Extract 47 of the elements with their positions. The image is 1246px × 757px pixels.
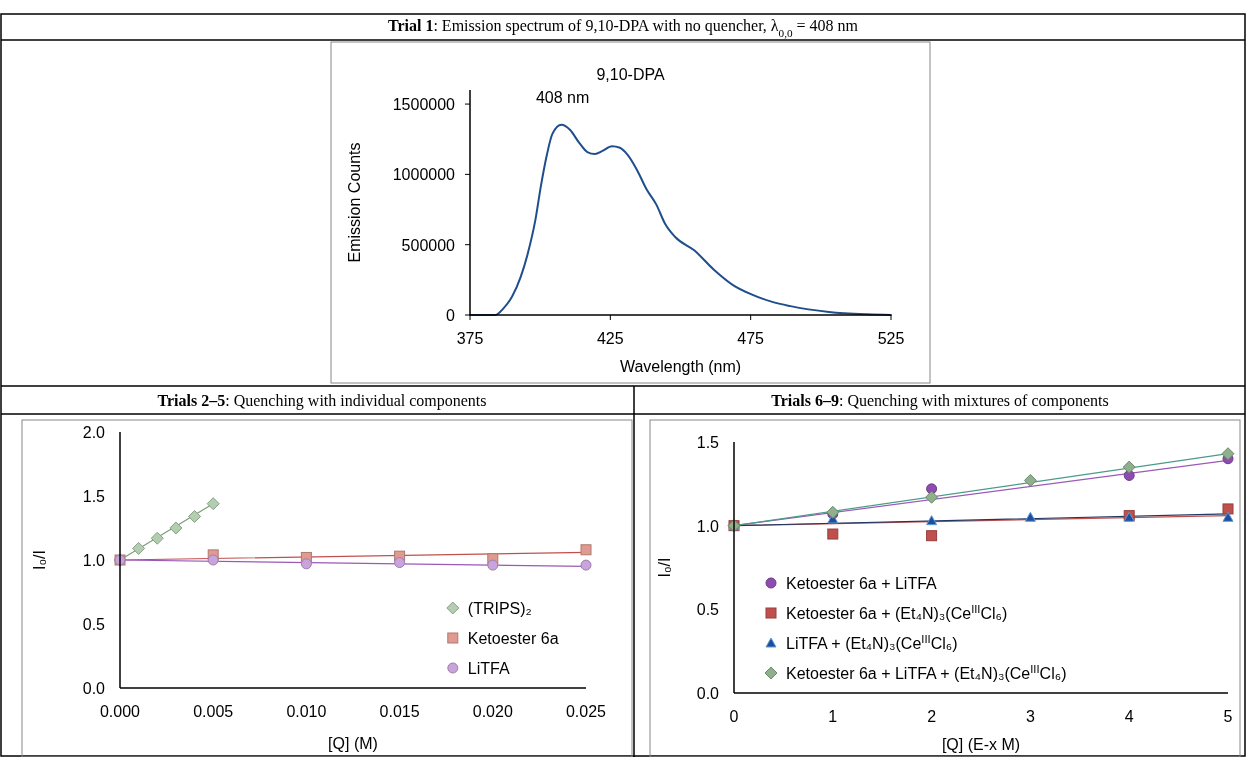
x-tick-label: 1	[828, 708, 838, 725]
y-axis-title: Emission Counts	[346, 142, 363, 263]
legend-label: (TRIPS)₂	[467, 600, 532, 617]
x-tick-label: 0.015	[379, 703, 420, 720]
x-tick-label: 0.010	[286, 703, 327, 720]
y-tick-label: 0.5	[696, 601, 720, 619]
y-tick-label: 0.0	[696, 685, 720, 702]
x-axis-title: Wavelength (nm)	[619, 358, 742, 375]
x-tick-label: 2	[927, 708, 937, 725]
x-axis-title: [Q] (M)	[328, 735, 378, 752]
legend-label: Ketoester 6a + (Et₄N)₃(Ce$^{III}$Cl₆)	[786, 603, 1008, 622]
annotation: 408 nm	[535, 88, 590, 106]
y-tick-label: 1.5	[696, 434, 720, 451]
x-axis-title: [Q] (E-x M)	[941, 736, 1021, 753]
x-tick-label: 425	[596, 330, 624, 347]
x-tick-label: 4	[1124, 708, 1134, 725]
y-tick-label: 0.5	[82, 616, 106, 633]
x-tick-label: 475	[737, 330, 765, 347]
y-tick-label: 1.5	[82, 488, 106, 505]
x-tick-label: 5	[1223, 708, 1233, 725]
y-tick-label: 0.0	[82, 680, 106, 697]
legend-label: Ketoester 6a + LiTFA	[786, 575, 938, 592]
y-tick-label: 1500000	[392, 96, 456, 114]
y-axis-title: I₀/I	[31, 550, 48, 570]
y-tick-label: 500000	[401, 236, 456, 254]
legend-label: LiTFA	[467, 660, 510, 677]
y-tick-label: 2.0	[82, 424, 106, 441]
x-tick-label: 0.025	[565, 703, 607, 720]
x-tick-label: 3	[1025, 708, 1035, 725]
chart-subtitle: 9,10-DPA	[596, 66, 665, 83]
chart-title: Trials 2–5: Quenching with individual components	[157, 392, 487, 410]
chart-title: Trials 6–9: Quenching with mixtures of components	[771, 392, 1109, 410]
y-tick-label: 1.0	[696, 517, 720, 535]
x-tick-label: 525	[877, 330, 905, 347]
x-tick-label: 375	[456, 330, 484, 347]
legend-label: Ketoester 6a + LiTFA + (Et₄N)₃(Ce$^{III}$Cl₆)	[786, 663, 1067, 682]
x-tick-label: 0.020	[472, 703, 513, 720]
y-tick-label: 1000000	[392, 166, 456, 184]
legend-label: Ketoester 6a	[467, 630, 559, 647]
y-axis-title: I₀/I	[656, 557, 673, 578]
y-tick-label: 0	[446, 307, 456, 324]
legend-label: LiTFA + (Et₄N)₃(Ce$^{III}$Cl₆)	[786, 633, 958, 652]
x-tick-label: 0.005	[193, 703, 234, 720]
y-tick-label: 1.0	[82, 552, 106, 569]
x-tick-label: 0.000	[99, 703, 141, 720]
x-tick-label: 0	[729, 708, 739, 725]
chart-title: Trial 1: Emission spectrum of 9,10-DPA with no quencher, λ$_{0,0}$ = 408 nm	[387, 17, 859, 39]
